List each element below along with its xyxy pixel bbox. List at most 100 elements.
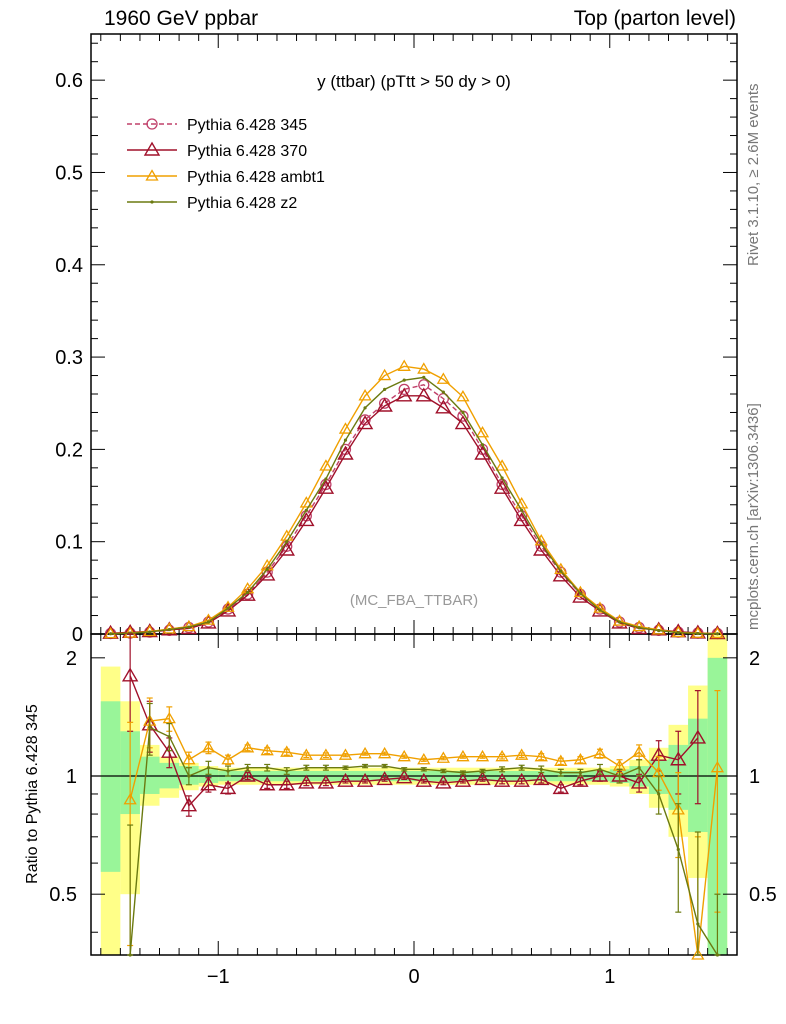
data-point-p370 [513,512,530,527]
data-point-p370 [356,415,374,430]
legend-label-z2: Pythia 6.428 z2 [187,195,297,212]
ratio-point-p370 [161,743,178,758]
header-left: 1960 GeV ppbar [104,7,259,30]
ratio-point-p370 [337,772,354,787]
ratio-point-ambt1 [691,948,705,960]
data-point-ambt1 [143,624,157,637]
ratio-point-p370 [180,797,198,812]
data-point-ambt1 [397,359,411,371]
ratio-y-axis-label: Ratio to Pythia 6.428 345 [24,704,41,884]
data-point-z2 [637,626,641,630]
ratio-point-p370 [493,772,511,787]
y-tick-label: 0.2 [55,439,83,461]
ratio-point-z2 [617,774,622,778]
header-right: Top (parton level) [573,7,736,30]
ratio-point-p370 [591,767,609,782]
ratio-point-z2 [598,767,602,771]
data-point-z2 [480,443,485,447]
ratio-point-ambt1 [632,745,646,757]
ratio-band-inner [139,756,160,794]
x-tick-label: 0 [408,966,419,988]
data-point-z2 [500,476,504,480]
data-point-p370 [709,625,726,640]
data-point-z2 [559,569,563,573]
ratio-point-z2 [128,953,132,957]
ratio-point-ambt1 [358,746,372,759]
data-point-ambt1 [515,497,529,509]
ratio-point-z2 [402,767,406,771]
legend-label-p345: Pythia 6.428 345 [187,117,307,134]
ratio-plot-frame [90,633,738,956]
data-point-z2 [617,620,622,624]
data-point-p370 [298,512,315,527]
ratio-point-p370 [415,772,433,787]
data-point-z2 [265,567,269,571]
ratio-line-ambt1 [129,717,719,956]
data-point-ambt1 [652,623,666,635]
y-tick-label: 0.6 [55,70,83,92]
ratio-point-ambt1 [397,749,411,762]
data-point-ambt1 [417,362,431,374]
data-point-ambt1 [319,459,333,471]
ratio-point-z2 [500,767,504,771]
data-point-ambt1 [103,626,118,639]
ratio-point-p370 [317,774,335,789]
data-point-ambt1 [691,626,705,638]
data-point-z2 [285,540,289,544]
series-z2 [108,375,720,636]
data-point-z2 [148,630,152,634]
ratio-point-z2 [246,766,250,770]
series-line-ambt1 [110,365,718,635]
ratio-point-ambt1 [710,760,725,773]
ratio-series-p370 [121,633,707,817]
ratio-point-z2 [637,766,641,770]
data-point-p370 [415,387,433,402]
data-point-z2 [696,631,700,636]
ratio-point-z2 [206,766,211,770]
ratio-y-tick-label: 0.5 [49,884,77,906]
data-point-z2 [441,390,445,394]
ratio-point-z2 [422,767,426,771]
ratio-point-z2 [324,766,328,770]
data-point-p370 [317,479,335,494]
ratio-point-p370 [670,751,687,766]
data-point-z2 [108,632,113,636]
ratio-point-p370 [689,729,707,744]
y-tick-label: 0.3 [55,347,83,369]
plot-title: y (ttbar) (pTtt > 50 dy > 0) [317,72,511,91]
y-tick-label: 0.4 [55,255,83,277]
data-point-ambt1 [475,425,490,438]
data-point-z2 [598,608,602,612]
ratio-point-z2 [265,766,269,770]
data-point-z2 [422,375,426,379]
data-point-z2 [167,627,171,632]
ratio-point-z2 [676,847,680,852]
legend-marker-p345 [146,118,158,130]
ratio-point-z2 [696,922,700,926]
ratio-point-ambt1 [515,748,529,760]
ratio-band-inner [100,701,121,872]
ratio-point-z2 [187,774,191,778]
data-point-p345 [398,383,410,396]
ratio-point-z2 [578,771,582,775]
data-point-ambt1 [573,585,588,598]
data-point-z2 [206,620,211,624]
series-line-p345 [110,384,718,635]
ratio-point-ambt1 [182,752,196,765]
legend: Pythia 6.428 345 Pythia 6.428 370 Pythia 6… [127,117,325,212]
ratio-point-z2 [657,792,661,796]
data-point-ambt1 [495,459,509,471]
ratio-point-ambt1 [593,746,607,759]
ratio-point-z2 [520,766,524,770]
data-point-p370 [239,586,256,601]
ratio-point-p370 [435,774,452,789]
data-point-p370 [376,397,393,412]
ratio-point-z2 [226,769,230,773]
ratio-y-tick-label-right: 0.5 [749,884,777,906]
ratio-point-p370 [200,776,217,791]
data-point-z2 [226,606,230,610]
data-point-p370 [395,387,413,402]
ratio-point-p370 [395,769,413,784]
ratio-point-z2 [285,769,289,773]
ratio-point-z2 [167,735,171,739]
